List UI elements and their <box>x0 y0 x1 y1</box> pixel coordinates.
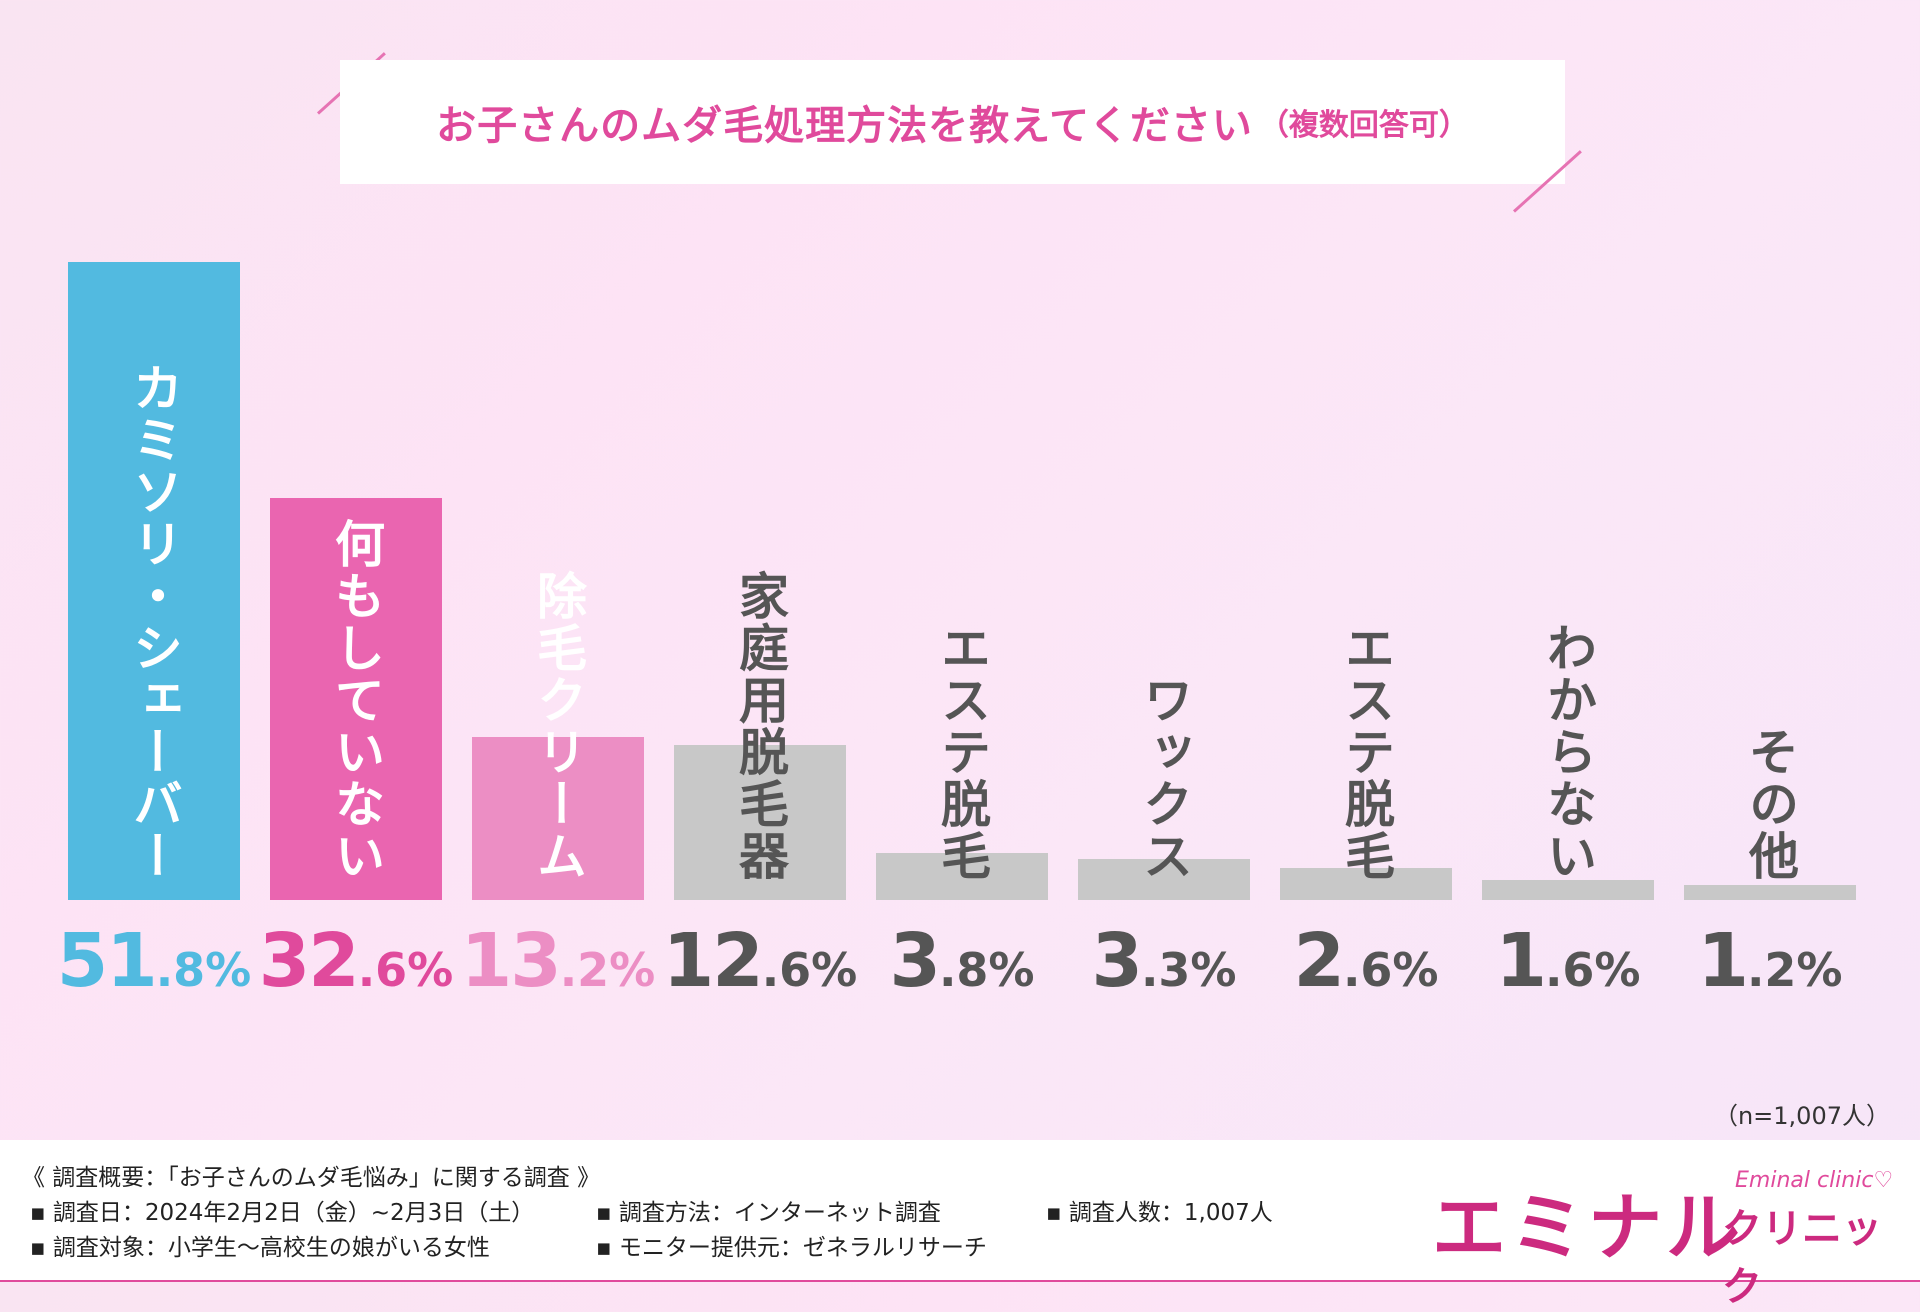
bar-label-3: 除毛クリーム <box>529 570 587 882</box>
value-label-3: 13.2% <box>452 918 664 1004</box>
value-dec: .6% <box>1342 943 1439 997</box>
bar-6 <box>1078 859 1250 900</box>
value-label-5: 3.8% <box>856 918 1068 1004</box>
bar-label-9: その他 <box>1741 726 1799 882</box>
value-label-2: 32.6% <box>250 918 462 1004</box>
bar-label-8: わからない <box>1539 622 1597 882</box>
bar-4 <box>674 744 846 900</box>
value-label-9: 1.2% <box>1664 918 1876 1004</box>
value-dec: .6% <box>761 943 858 997</box>
title-box: お子さんのムダ毛処理方法を教えてください （複数回答可） <box>340 60 1565 184</box>
bar-label-7: エステ脱毛 <box>1337 622 1395 882</box>
value-dec: .8% <box>155 943 252 997</box>
value-dec: .8% <box>938 943 1035 997</box>
value-int: 1 <box>1495 918 1546 1004</box>
value-label-6: 3.3% <box>1058 918 1270 1004</box>
chart-subtitle: （複数回答可） <box>1258 108 1469 143</box>
value-int: 32 <box>258 918 360 1004</box>
value-int: 13 <box>460 918 562 1004</box>
bar-8 <box>1482 880 1654 900</box>
value-int: 3 <box>1091 918 1142 1004</box>
bar-label-1: カミソリ・シェーバー <box>125 362 183 882</box>
chart-title: お子さんのムダ毛処理方法を教えてください <box>436 103 1253 149</box>
value-label-4: 12.6% <box>654 918 866 1004</box>
logo-english: Eminal clinic♡ <box>1735 1168 1894 1193</box>
value-int: 2 <box>1293 918 1344 1004</box>
value-label-7: 2.6% <box>1260 918 1472 1004</box>
survey-provider: ▪ モニター提供元：ゼネラルリサーチ <box>596 1235 987 1261</box>
value-int: 1 <box>1697 918 1748 1004</box>
value-dec: .2% <box>1746 943 1843 997</box>
survey-method: ▪ 調査方法：インターネット調査 <box>596 1200 941 1226</box>
value-label-8: 1.6% <box>1462 918 1674 1004</box>
value-dec: .3% <box>1140 943 1237 997</box>
value-label-1: 51.8% <box>48 918 260 1004</box>
survey-date: ▪ 調査日：2024年2月2日（金）~2月3日（土） <box>30 1200 535 1226</box>
value-dec: .6% <box>1544 943 1641 997</box>
footer <box>0 1140 1920 1282</box>
bar-label-2: 何もしていない <box>327 518 385 882</box>
bar-label-5: エステ脱毛 <box>933 622 991 882</box>
bar-3 <box>472 737 644 900</box>
value-dec: .2% <box>559 943 656 997</box>
bar-1 <box>68 262 240 900</box>
sample-size: （n=1,007人） <box>1713 1102 1890 1130</box>
bar-5 <box>876 853 1048 900</box>
value-int: 51 <box>56 918 158 1004</box>
logo-text: エミナル <box>1432 1185 1744 1271</box>
survey-target: ▪ 調査対象：小学生～高校生の娘がいる女性 <box>30 1235 490 1261</box>
survey-count: ▪ 調査人数：1,007人 <box>1046 1200 1273 1226</box>
bar-2 <box>270 498 442 900</box>
bar-label-6: ワックス <box>1135 674 1193 882</box>
logo-subtext: クリニック <box>1722 1206 1882 1310</box>
value-dec: .6% <box>357 943 454 997</box>
value-int: 3 <box>889 918 940 1004</box>
bar-7 <box>1280 867 1452 900</box>
bar-label-4: 家庭用脱毛器 <box>731 570 789 882</box>
value-int: 12 <box>662 918 764 1004</box>
bar-9 <box>1684 885 1856 900</box>
survey-heading: 《 調査概要：「お子さんのムダ毛悩み」に関する調査 》 <box>22 1165 601 1191</box>
bar-chart: カミソリ・シェーバー 51.8% 何もしていない 32.6% 除毛クリーム 13.2% 家庭… <box>48 262 1876 1004</box>
